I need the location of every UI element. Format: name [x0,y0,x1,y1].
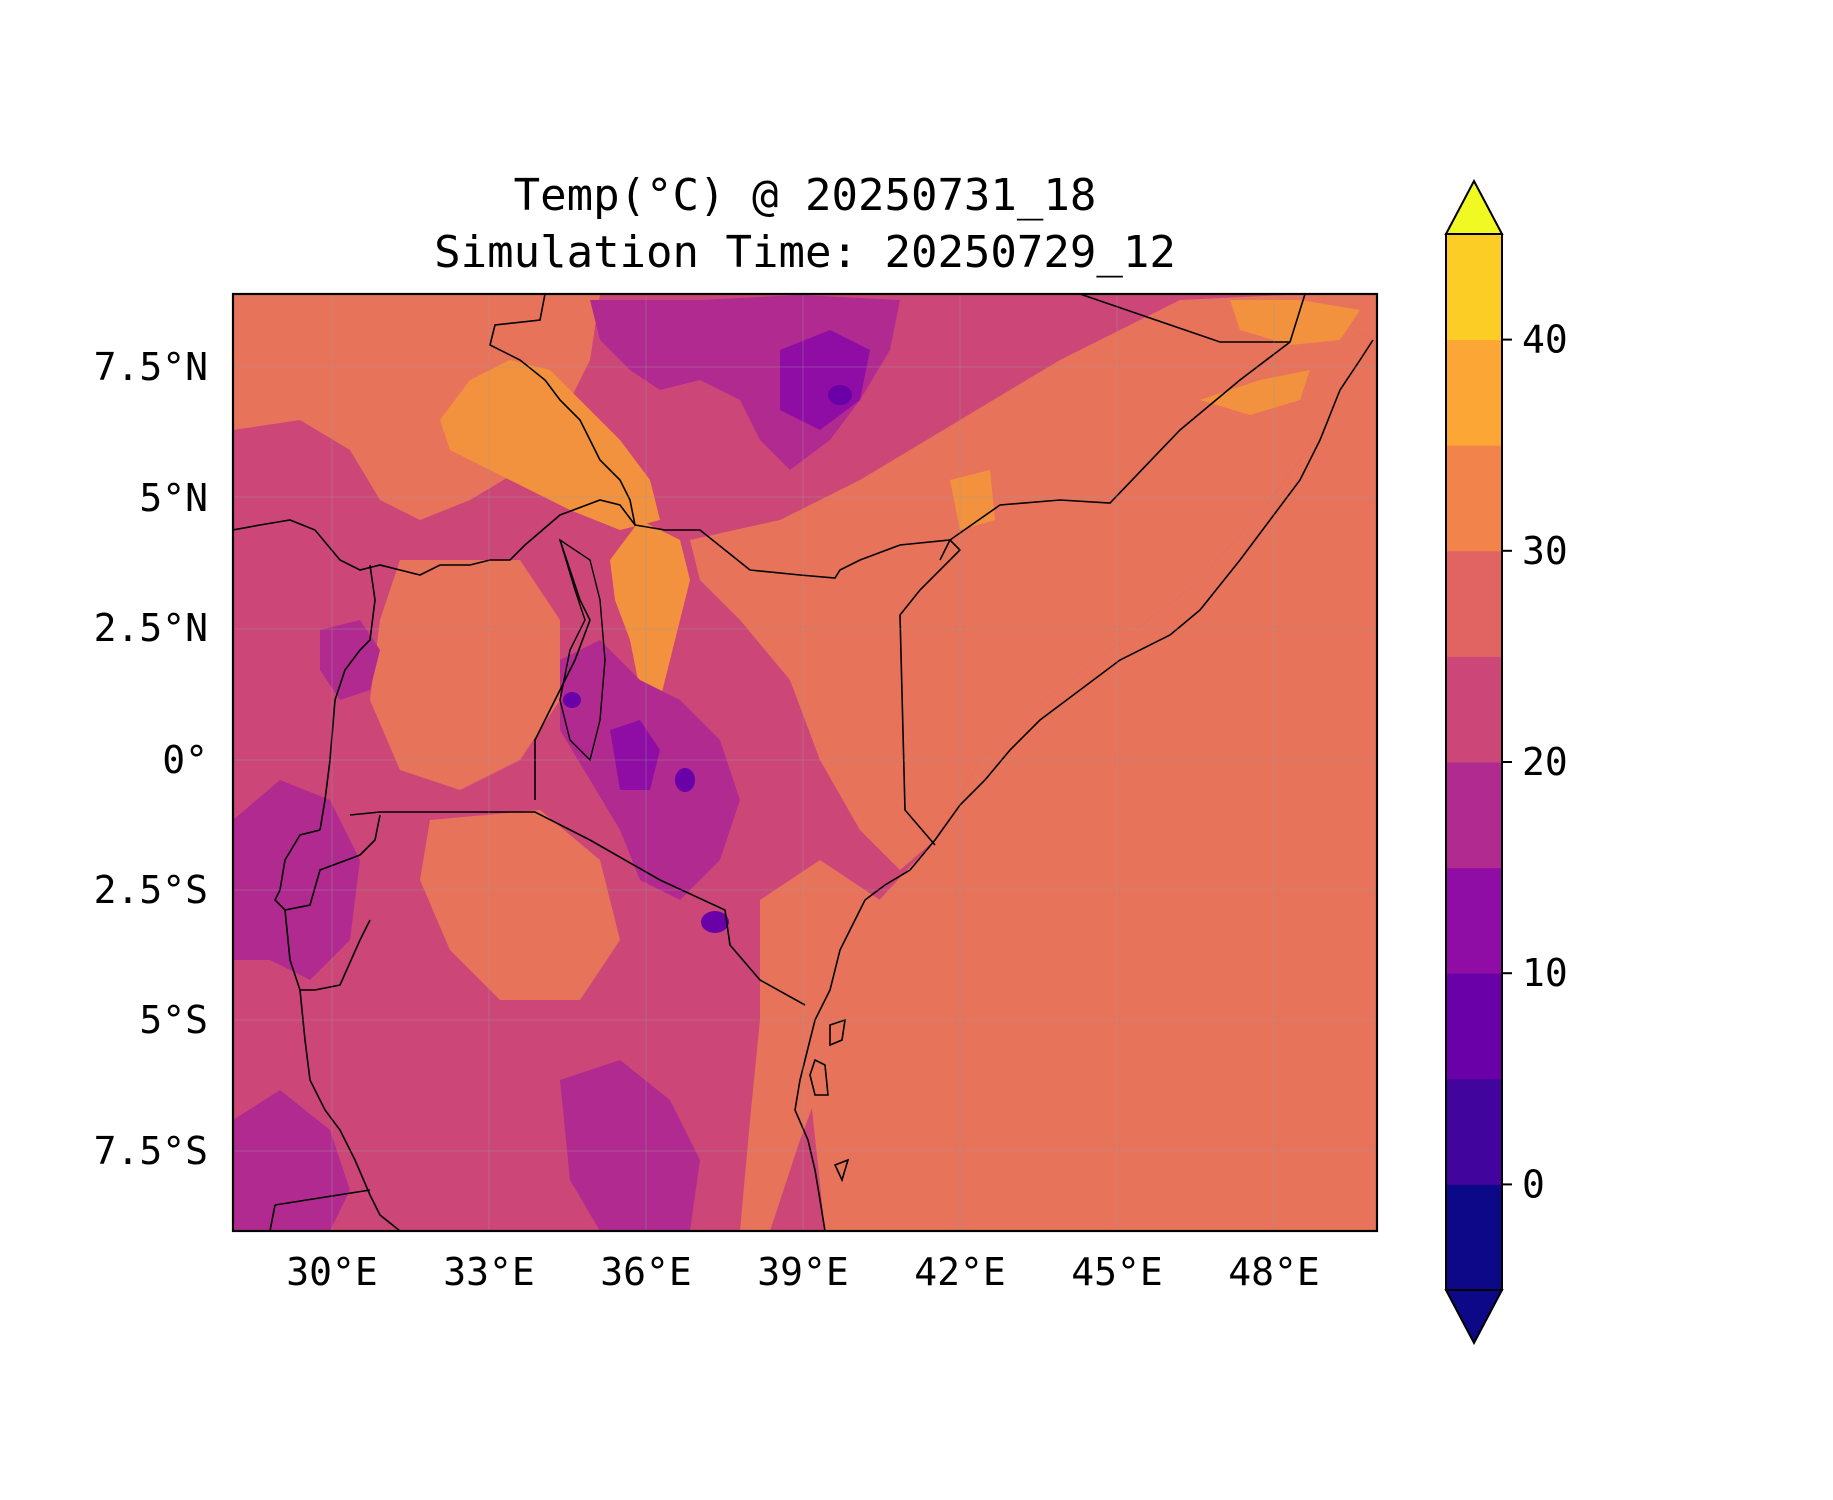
country-borders [233,294,1306,1231]
lat-tick-label: 5°N [139,476,208,520]
lon-tick-label: 42°E [914,1250,1006,1294]
colorbar-band [1446,1078,1502,1185]
lat-tick-label: 7.5°N [94,345,208,389]
gridlines [233,294,1377,1231]
lon-tick-label: 48°E [1228,1250,1320,1294]
hot-zone-ogaden [950,470,995,530]
colorbar-tick-label: 10 [1522,951,1568,995]
lon-tick-label: 30°E [286,1250,378,1294]
lake-outlines [558,538,606,762]
hot-zone-turkana [610,520,690,700]
colorbar: 0 10 20 30 40 [1444,178,1568,1346]
colorbar-under-extension [1444,1289,1504,1346]
cold-peak-simien [828,385,852,405]
lon-tick-label: 36°E [600,1250,692,1294]
colorbar-band [1446,234,1502,341]
highland-rift-southwest [233,1090,350,1231]
colorbar-band [1446,339,1502,446]
lat-tick-label: 2.5°S [94,868,208,912]
cold-peak-ethiopia [780,330,870,430]
colorbar-tick-label: 20 [1522,740,1568,784]
lon-tick-label: 39°E [757,1250,849,1294]
colorbar-band [1446,973,1502,1080]
coastline [794,339,1374,1231]
eastern-lowlands [690,294,1370,870]
hot-zone-south-sudan [440,360,660,530]
colorbar-tick-label: 30 [1522,529,1568,573]
highland-rift-west [233,780,360,980]
temperature-map [233,294,1377,1231]
coastal-belt [740,860,880,1231]
colorbar-tick-label: 0 [1522,1162,1545,1206]
colorbar-over-extension [1444,178,1504,235]
colorbar-ticks: 0 10 20 30 40 [1502,318,1568,1206]
cold-peak-mt-kenya [675,768,695,792]
lat-tick-label: 7.5°S [94,1129,208,1173]
lon-tick-label: 45°E [1071,1250,1163,1294]
lat-tick-label: 2.5°N [94,606,208,650]
colorbar-band [1446,445,1502,552]
chart-title-line1: Temp(°C) @ 20250731_18 [514,170,1097,221]
highland-tanzania [560,1060,700,1231]
lat-tick-label: 0° [162,738,208,782]
lat-tick-label: 5°S [139,998,208,1042]
colorbar-bands [1446,234,1502,1291]
hot-zone-northeast [1230,300,1360,345]
hot-zone-gulf [1200,370,1310,415]
lon-tick-label: 33°E [443,1250,535,1294]
colorbar-band [1446,867,1502,974]
cold-peak-kilimanjaro [701,911,729,933]
colorbar-band [1446,1184,1502,1291]
cold-peak-aberdares [610,720,660,790]
highland-rwenzori [320,620,380,700]
map-frame [231,292,1379,1233]
chart-title-line2: Simulation Time: 20250729_12 [434,227,1176,278]
colorbar-tick-label: 40 [1522,318,1568,362]
central-lowlands [370,560,560,790]
colorbar-band [1446,656,1502,763]
colorbar-band [1446,550,1502,657]
colorbar-band [1446,762,1502,869]
tanzania-plateau [420,810,620,1000]
cold-peak-elgon [563,692,581,708]
